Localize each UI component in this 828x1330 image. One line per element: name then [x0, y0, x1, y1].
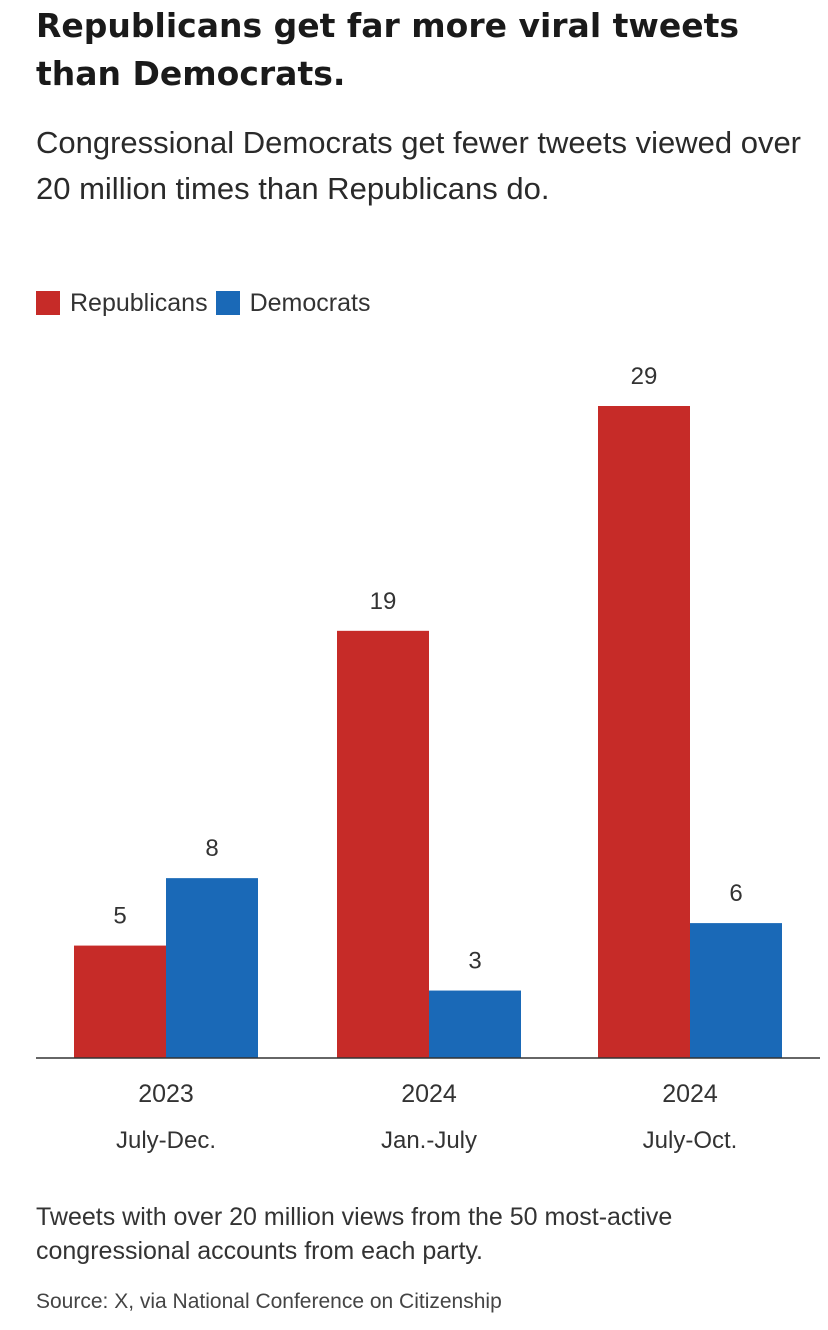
x-tick-year-2: 2024: [662, 1080, 718, 1108]
x-tick-period-1: Jan.-July: [381, 1127, 477, 1154]
chart-subtitle: Congressional Democrats get fewer tweets…: [36, 125, 802, 206]
data-label-republicans-2: 29: [631, 363, 658, 390]
legend: Republicans Democrats: [36, 286, 378, 320]
legend-swatch-republicans: [36, 291, 60, 315]
legend-swatch-democrats: [215, 291, 240, 315]
bar-democrats-0: [166, 878, 258, 1058]
legend-label-republicans: Republicans: [70, 288, 208, 317]
legend-item-republicans: Republicans: [36, 289, 208, 318]
x-tick-year-1: 2024: [401, 1080, 457, 1108]
chart-title: Republicans get far more viral tweets th…: [36, 6, 740, 93]
bar-chart: 5 8 2023 July-Dec. 19 3 2024 Jan.-July 29 6 2024 Ju…: [36, 363, 820, 1154]
x-tick-period-0: July-Dec.: [116, 1127, 216, 1154]
bar-republicans-2: [598, 406, 690, 1058]
data-label-republicans-1: 19: [370, 588, 397, 615]
x-tick-year-0: 2023: [138, 1080, 194, 1108]
chart-source: Source: X, via National Conference on Ci…: [36, 1290, 502, 1313]
bar-republicans-1: [337, 630, 429, 1058]
bar-democrats-2: [690, 923, 782, 1058]
bar-republicans-0: [74, 945, 166, 1058]
x-tick-period-2: July-Oct.: [643, 1127, 738, 1154]
legend-label-democrats: Democrats: [249, 288, 371, 317]
data-label-democrats-1: 3: [468, 948, 481, 975]
data-label-democrats-0: 8: [205, 835, 218, 862]
data-label-republicans-0: 5: [113, 903, 126, 930]
chart-note: Tweets with over 20 million views from t…: [36, 1203, 673, 1265]
data-label-democrats-2: 6: [729, 880, 742, 907]
legend-item-democrats: Democrats: [215, 288, 371, 318]
bar-democrats-1: [429, 990, 521, 1058]
